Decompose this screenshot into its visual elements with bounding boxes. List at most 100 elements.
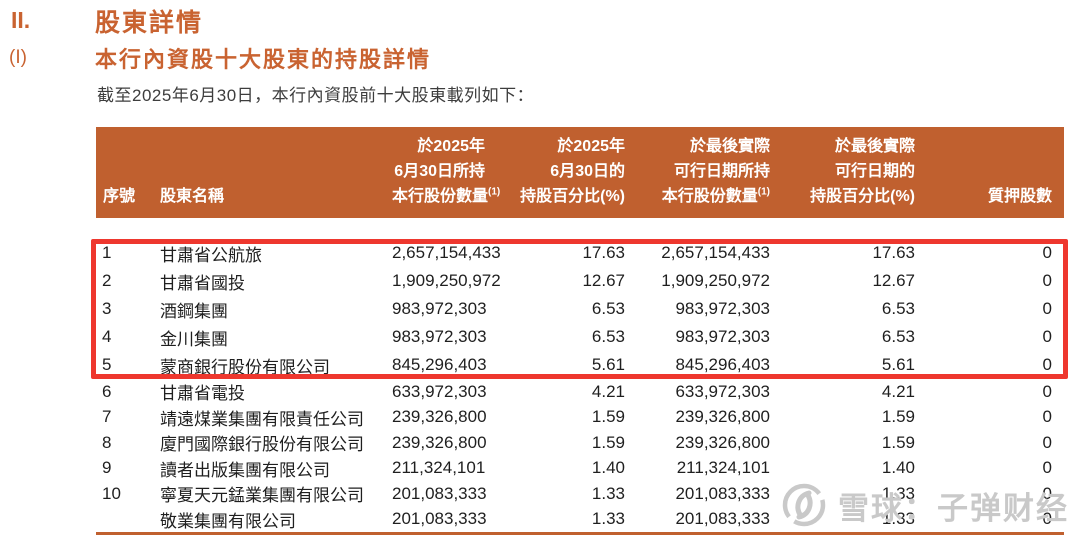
row-pct-jun30: 12.67 <box>582 271 625 290</box>
row-serial: 9 <box>102 458 112 478</box>
row-pledged: 0 <box>1042 327 1052 346</box>
row-serial: 8 <box>102 432 112 452</box>
row-shares-jun30: 239,326,800 <box>392 432 487 452</box>
row-pct-jun30: 6.53 <box>591 327 625 346</box>
row-shares-jun30: 983,972,303 <box>392 327 487 346</box>
row-shares-jun30: 983,972,303 <box>392 299 487 318</box>
row-pledged: 0 <box>1042 271 1052 290</box>
row-shares-latest: 845,296,403 <box>675 355 770 374</box>
row-shareholder-name: 寧夏天元錳業集團有限公司 <box>160 486 364 506</box>
row-serial: 3 <box>102 299 112 318</box>
row-serial: 2 <box>102 271 112 290</box>
watermark-text: 雪球：子弹财经 <box>838 490 1069 526</box>
shareholders-table: 序號 股東名稱 於2025年 6月30日所持 本行股份數量(1) 於2025年 … <box>96 127 1064 535</box>
row-shares-latest: 211,324,101 <box>676 458 770 478</box>
intro-text: 截至2025年6月30日，本行內資股前十大股東載列如下： <box>97 86 535 105</box>
row-pct-jun30: 1.59 <box>591 432 625 452</box>
row-shareholder-name: 讀者出版集團有限公司 <box>160 460 330 480</box>
row-pledged: 0 <box>1042 381 1052 401</box>
header-serial: 序號 <box>103 188 136 205</box>
header-pledged-shares: 質押股數 <box>987 188 1052 205</box>
row-pledged: 0 <box>1042 509 1052 529</box>
row-serial: 1 <box>102 243 112 262</box>
row-serial: 5 <box>102 355 112 374</box>
table-header-row: 序號 股東名稱 於2025年 6月30日所持 本行股份數量(1) 於2025年 … <box>96 127 1064 218</box>
watermark: 雪球：子弹财经 <box>781 482 1069 528</box>
row-pct-jun30: 1.33 <box>591 509 625 529</box>
row-pledged: 0 <box>1042 483 1052 503</box>
row-pct-latest: 1.59 <box>881 407 915 427</box>
row-pct-jun30: 6.53 <box>591 299 625 318</box>
section-title: 股東詳情 <box>95 9 204 37</box>
table-row: 8 廈門國際銀行股份有限公司 239,326,800 1.59 239,326,… <box>96 430 1064 456</box>
row-pct-latest: 1.33 <box>881 509 915 529</box>
row-shareholder-name: 蒙商銀行股份有限公司 <box>160 357 330 377</box>
row-shares-latest: 983,972,303 <box>675 299 770 318</box>
table-row: 7 靖遠煤業集團有限責任公司 239,326,800 1.59 239,326,… <box>96 405 1064 431</box>
row-serial: 6 <box>102 381 112 401</box>
row-pct-latest: 4.21 <box>881 381 915 401</box>
row-pct-latest: 1.59 <box>881 432 915 452</box>
row-shares-jun30: 239,326,800 <box>392 407 487 427</box>
row-pct-jun30: 1.40 <box>591 458 625 478</box>
row-pct-latest: 1.40 <box>881 458 915 478</box>
row-pct-jun30: 1.59 <box>591 407 625 427</box>
row-shareholder-name: 甘肅省國投 <box>160 273 245 293</box>
row-pledged: 0 <box>1042 458 1052 478</box>
row-shares-latest: 239,326,800 <box>675 432 770 452</box>
row-pct-latest: 1.33 <box>881 483 915 503</box>
row-shareholder-name: 廈門國際銀行股份有限公司 <box>160 435 364 455</box>
row-shareholder-name: 甘肅省公航旅 <box>160 245 262 265</box>
row-shares-jun30: 211,324,101 <box>392 458 486 478</box>
table-row: 2 甘肅省國投 1,909,250,972 12.67 1,909,250,97… <box>96 267 1064 295</box>
row-shares-latest: 633,972,303 <box>675 381 770 401</box>
row-serial: 10 <box>102 483 121 503</box>
header-pct-latest: 於最後實際 可行日期的 持股百分比(%) <box>810 138 915 205</box>
row-serial: 4 <box>102 327 112 346</box>
footnote-marker: (1) <box>488 186 501 198</box>
table-row: 10 寧夏天元錳業集團有限公司 201,083,333 1.33 201,083… <box>96 481 1064 507</box>
row-shareholder-name: 靖遠煤業集團有限責任公司 <box>160 409 364 429</box>
row-pct-latest: 6.53 <box>881 299 915 318</box>
subsection-number: (I) <box>9 47 27 68</box>
header-shareholder-name: 股東名稱 <box>160 188 225 205</box>
row-pct-jun30: 5.61 <box>591 355 625 374</box>
row-shares-jun30: 201,083,333 <box>392 483 487 503</box>
row-shares-latest: 201,083,333 <box>675 509 770 529</box>
row-shareholder-name: 敬業集團有限公司 <box>160 511 296 531</box>
table-row: 4 金川集團 983,972,303 6.53 983,972,303 6.53… <box>96 323 1064 351</box>
row-shares-jun30: 1,909,250,972 <box>392 271 501 290</box>
table-bottom-rule <box>96 532 1064 535</box>
row-pledged: 0 <box>1042 432 1052 452</box>
row-shares-latest: 983,972,303 <box>675 327 770 346</box>
row-shareholder-name: 酒鋼集團 <box>160 301 228 321</box>
row-shares-latest: 1,909,250,972 <box>661 271 770 290</box>
row-pledged: 0 <box>1042 355 1052 374</box>
table-row: 敬業集團有限公司 201,083,333 1.33 201,083,333 1.… <box>96 507 1064 533</box>
section-number: II. <box>11 7 31 33</box>
table-row: 6 甘肅省電投 633,972,303 4.21 633,972,303 4.2… <box>96 379 1064 405</box>
row-pct-latest: 5.61 <box>881 355 915 374</box>
row-shares-jun30: 845,296,403 <box>392 355 487 374</box>
row-shares-jun30: 2,657,154,433 <box>392 243 501 262</box>
header-pct-jun30: 於2025年 6月30日的 持股百分比(%) <box>520 138 625 205</box>
table-row: 1 甘肅省公航旅 2,657,154,433 17.63 2,657,154,4… <box>96 239 1064 267</box>
table-row: 3 酒鋼集團 983,972,303 6.53 983,972,303 6.53… <box>96 295 1064 323</box>
table-row: 9 讀者出版集團有限公司 211,324,101 1.40 211,324,10… <box>96 456 1064 482</box>
row-pledged: 0 <box>1042 243 1052 262</box>
row-shares-latest: 239,326,800 <box>675 407 770 427</box>
row-serial: 7 <box>102 407 112 427</box>
subsection-title: 本行內資股十大股東的持股詳情 <box>95 47 432 72</box>
row-shares-jun30: 633,972,303 <box>392 381 487 401</box>
row-pct-latest: 6.53 <box>881 327 915 346</box>
row-pledged: 0 <box>1042 299 1052 318</box>
table-body: 1 甘肅省公航旅 2,657,154,433 17.63 2,657,154,4… <box>96 239 1064 532</box>
row-shareholder-name: 金川集團 <box>160 329 228 349</box>
xueqiu-logo-icon <box>782 483 826 527</box>
row-shareholder-name: 甘肅省電投 <box>160 384 245 404</box>
row-pct-jun30: 17.63 <box>582 243 625 262</box>
row-pct-jun30: 4.21 <box>591 381 625 401</box>
footnote-marker: (1) <box>757 186 770 198</box>
row-pledged: 0 <box>1042 407 1052 427</box>
